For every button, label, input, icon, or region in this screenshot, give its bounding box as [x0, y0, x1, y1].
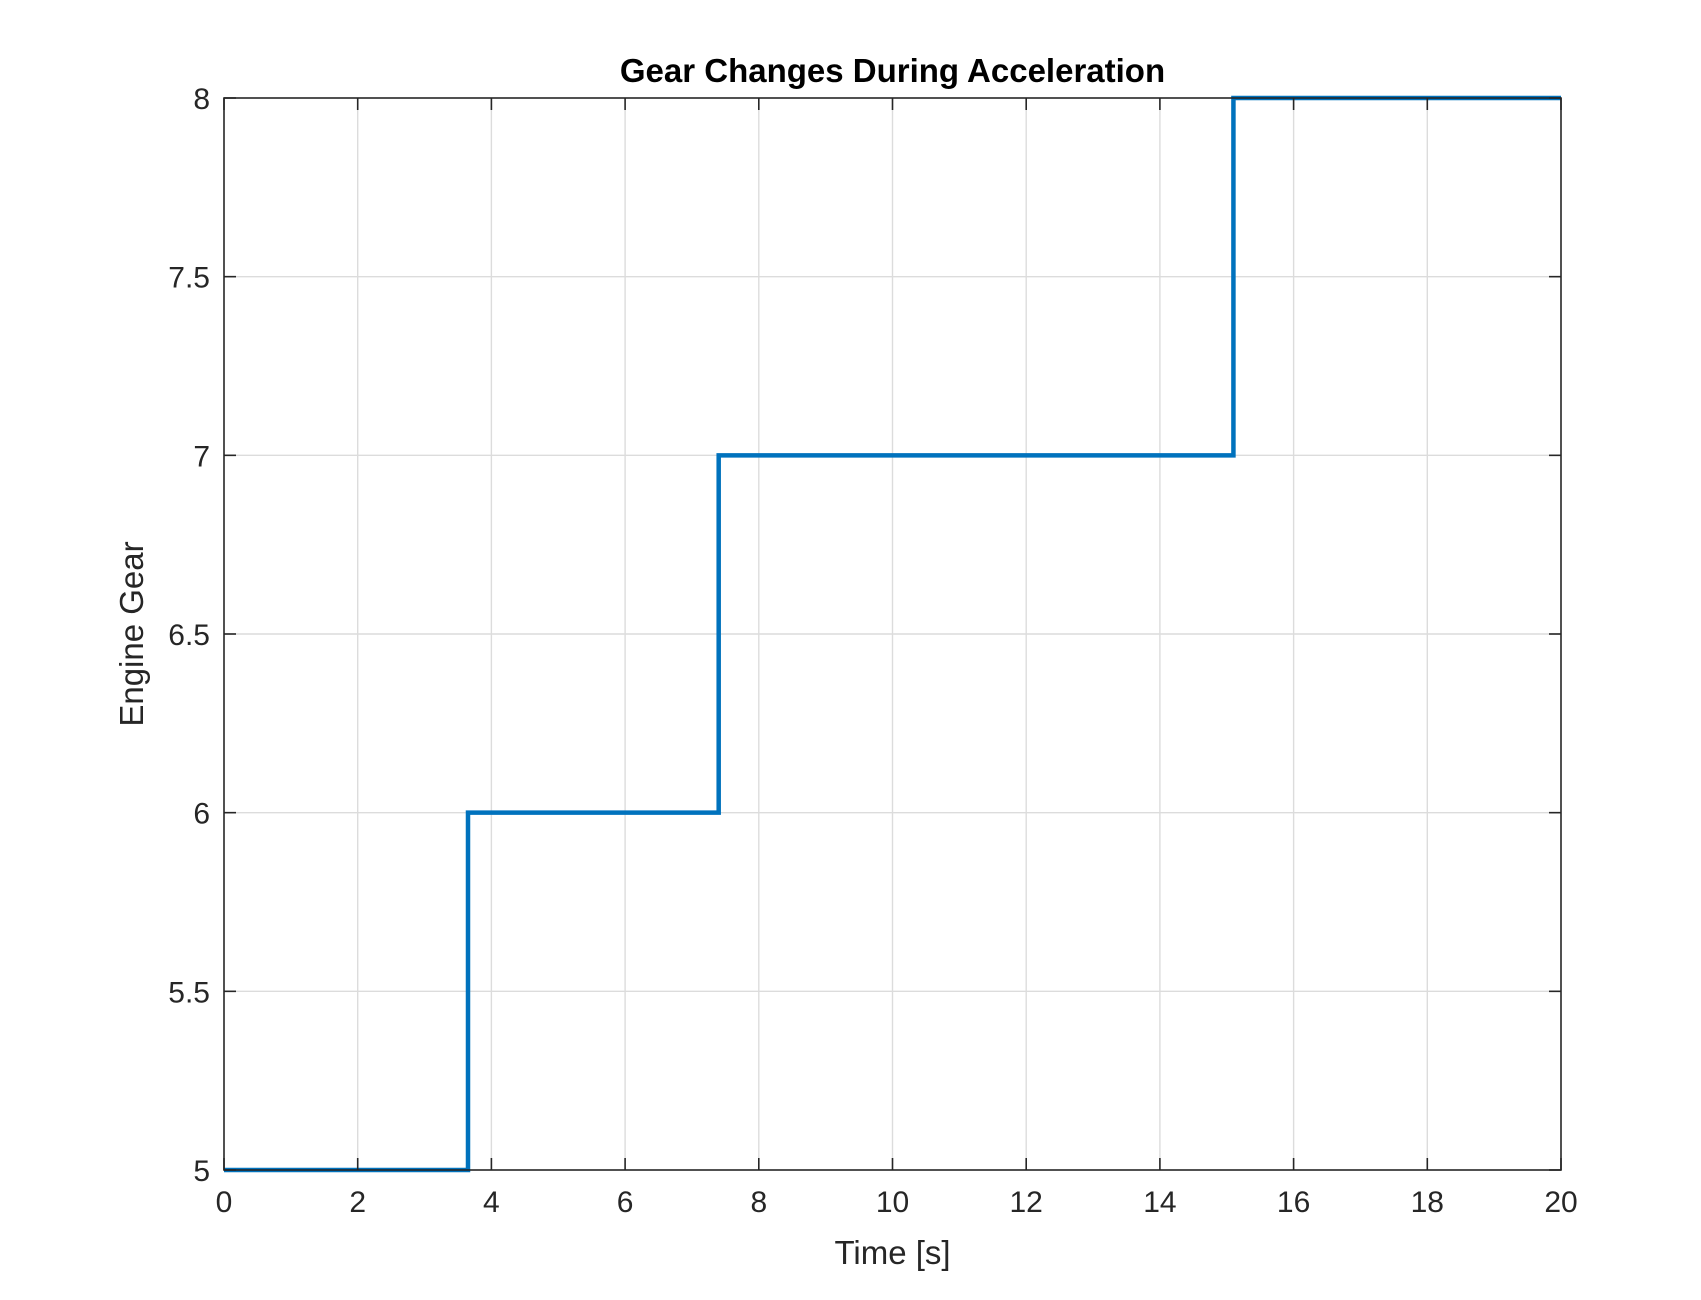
- x-tick-label: 16: [1277, 1186, 1310, 1219]
- y-tick-label: 7: [193, 440, 210, 473]
- x-tick-label: 8: [750, 1186, 767, 1219]
- x-tick-label: 4: [483, 1186, 500, 1219]
- y-tick-label: 5: [193, 1155, 210, 1188]
- x-tick-label: 6: [617, 1186, 634, 1219]
- x-tick-label: 12: [1010, 1186, 1043, 1219]
- x-tick-label: 10: [876, 1186, 909, 1219]
- y-tick-label: 8: [193, 83, 210, 116]
- chart-title: Gear Changes During Acceleration: [620, 52, 1165, 89]
- y-tick-label: 6.5: [168, 619, 210, 652]
- x-tick-label: 18: [1411, 1186, 1444, 1219]
- y-tick-label: 6: [193, 798, 210, 831]
- x-tick-label: 2: [349, 1186, 366, 1219]
- y-tick-label: 5.5: [168, 976, 210, 1009]
- x-tick-label: 20: [1544, 1186, 1577, 1219]
- x-axis-label: Time [s]: [834, 1234, 950, 1271]
- y-axis-label: Engine Gear: [113, 541, 150, 726]
- x-tick-label: 14: [1143, 1186, 1176, 1219]
- y-tick-label: 7.5: [168, 262, 210, 295]
- x-tick-label: 0: [216, 1186, 233, 1219]
